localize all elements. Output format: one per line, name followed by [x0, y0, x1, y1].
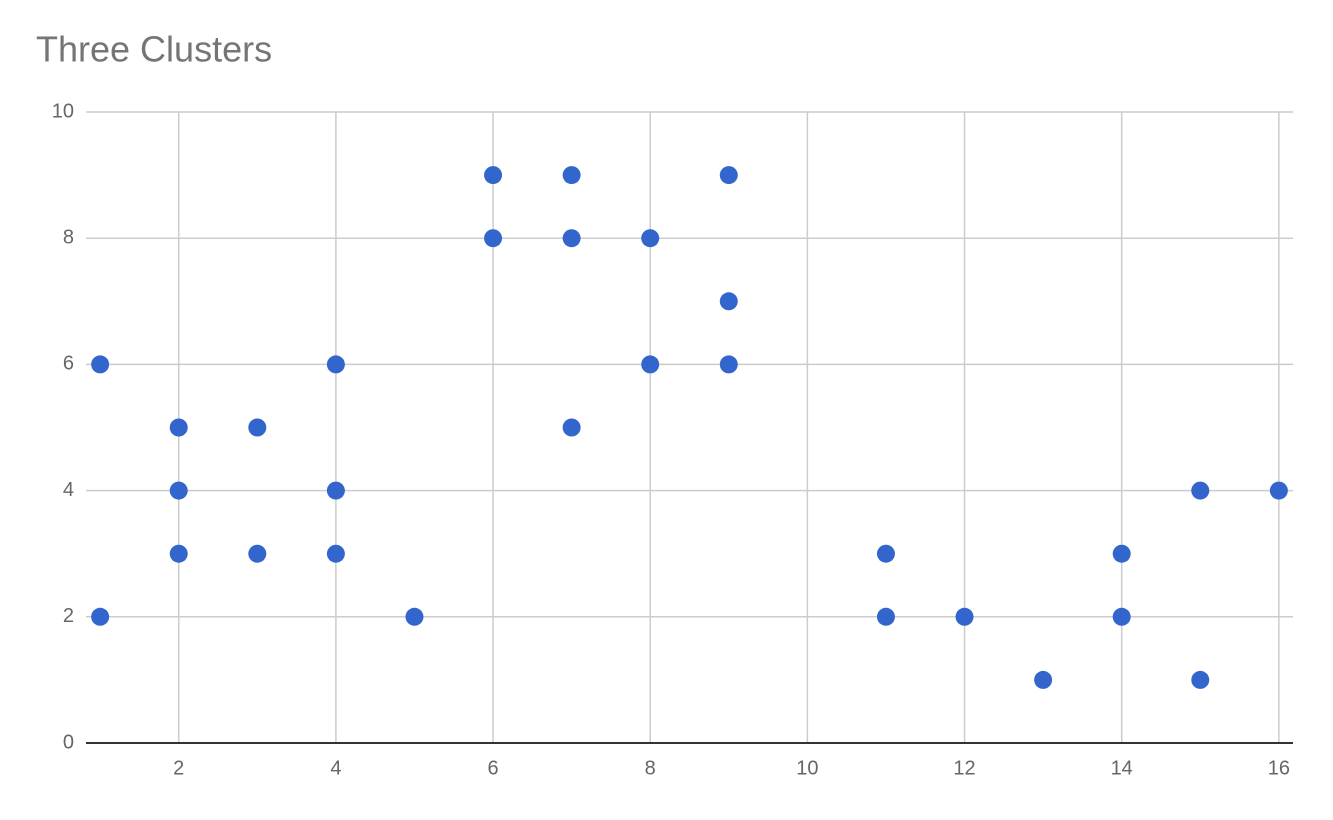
- point: [876, 607, 895, 626]
- point: [1034, 670, 1053, 689]
- point: [876, 544, 895, 563]
- point: [91, 607, 110, 626]
- point: [1269, 481, 1288, 500]
- point: [484, 229, 503, 248]
- y-tick-label: 4: [63, 479, 74, 501]
- point: [562, 418, 581, 437]
- point: [1191, 670, 1210, 689]
- y-tick-label: 10: [52, 100, 74, 122]
- point: [641, 355, 660, 374]
- point: [169, 544, 188, 563]
- point: [719, 166, 738, 185]
- point: [562, 166, 581, 185]
- y-tick-label: 6: [63, 353, 74, 375]
- point: [169, 418, 188, 437]
- point: [484, 166, 503, 185]
- x-tick-label: 2: [173, 757, 184, 779]
- x-tick-label: 4: [330, 757, 341, 779]
- x-tick-label: 6: [487, 757, 498, 779]
- x-tick-label: 16: [1268, 757, 1290, 779]
- chart-title: Three Clusters: [36, 29, 272, 70]
- y-tick-label: 0: [63, 731, 74, 753]
- x-tick-label: 12: [953, 757, 975, 779]
- point: [562, 229, 581, 248]
- x-tick-label: 14: [1111, 757, 1133, 779]
- point: [169, 481, 188, 500]
- point: [248, 544, 267, 563]
- x-tick-label: 10: [796, 757, 818, 779]
- point: [405, 607, 424, 626]
- x-tick-label: 8: [645, 757, 656, 779]
- point: [91, 355, 110, 374]
- y-tick-label: 2: [63, 605, 74, 627]
- point: [641, 229, 660, 248]
- y-tick-label: 8: [63, 226, 74, 248]
- point: [1112, 607, 1131, 626]
- point: [326, 481, 345, 500]
- point: [326, 544, 345, 563]
- point: [1191, 481, 1210, 500]
- point: [719, 292, 738, 311]
- point: [326, 355, 345, 374]
- point: [719, 355, 738, 374]
- point: [955, 607, 974, 626]
- point: [248, 418, 267, 437]
- point: [1112, 544, 1131, 563]
